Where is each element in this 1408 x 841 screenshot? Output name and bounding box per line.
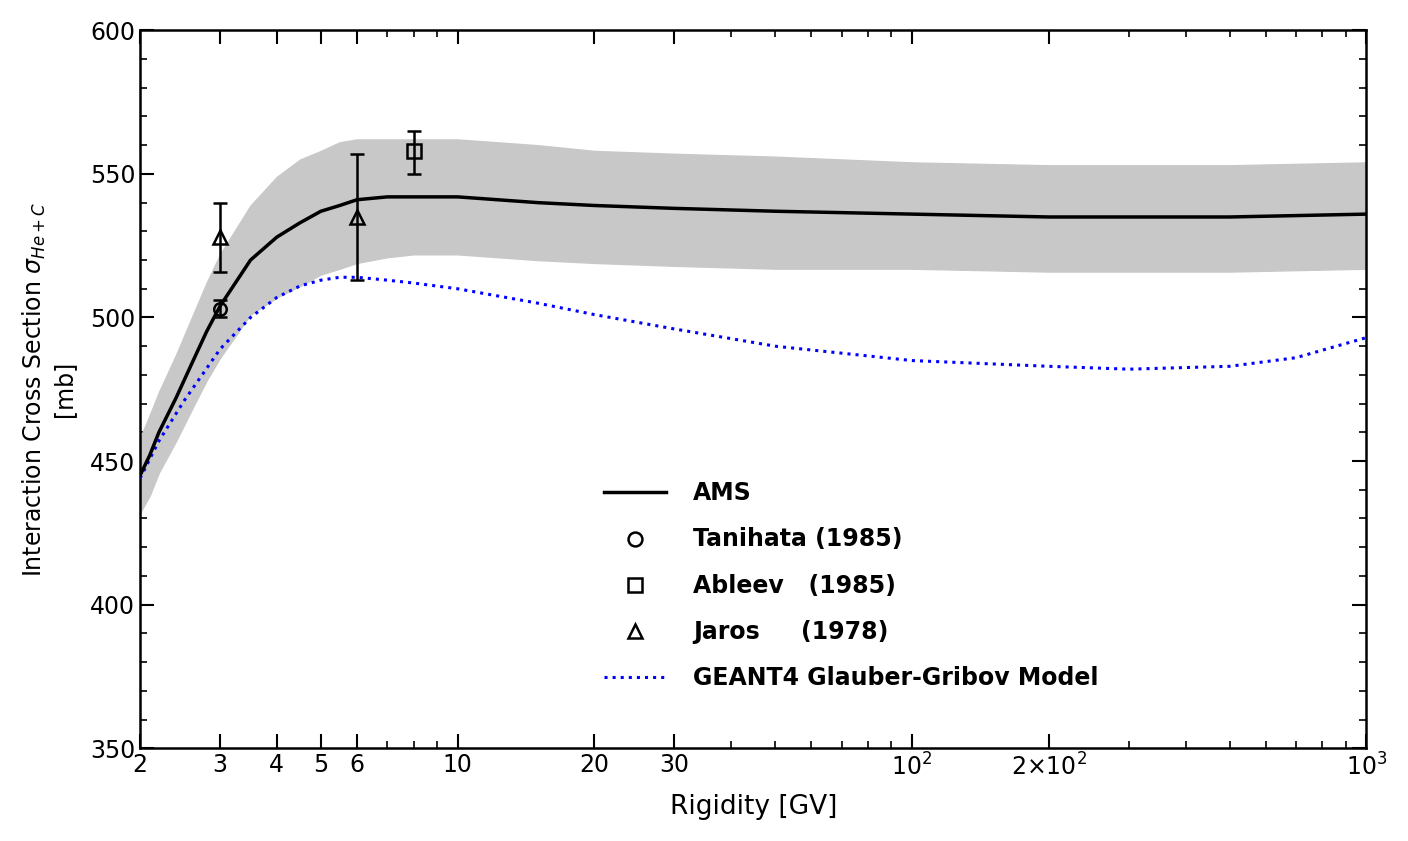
Legend: AMS, Tanihata (1985), Ableev   (1985), Jaros     (1978), GEANT4 Glauber-Gribov M: AMS, Tanihata (1985), Ableev (1985), Jar… [593,470,1110,701]
Y-axis label: Interaction Cross Section $\sigma_{He+C}$
[mb]: Interaction Cross Section $\sigma_{He+C}… [21,202,76,577]
X-axis label: Rigidity [GV]: Rigidity [GV] [670,794,836,820]
